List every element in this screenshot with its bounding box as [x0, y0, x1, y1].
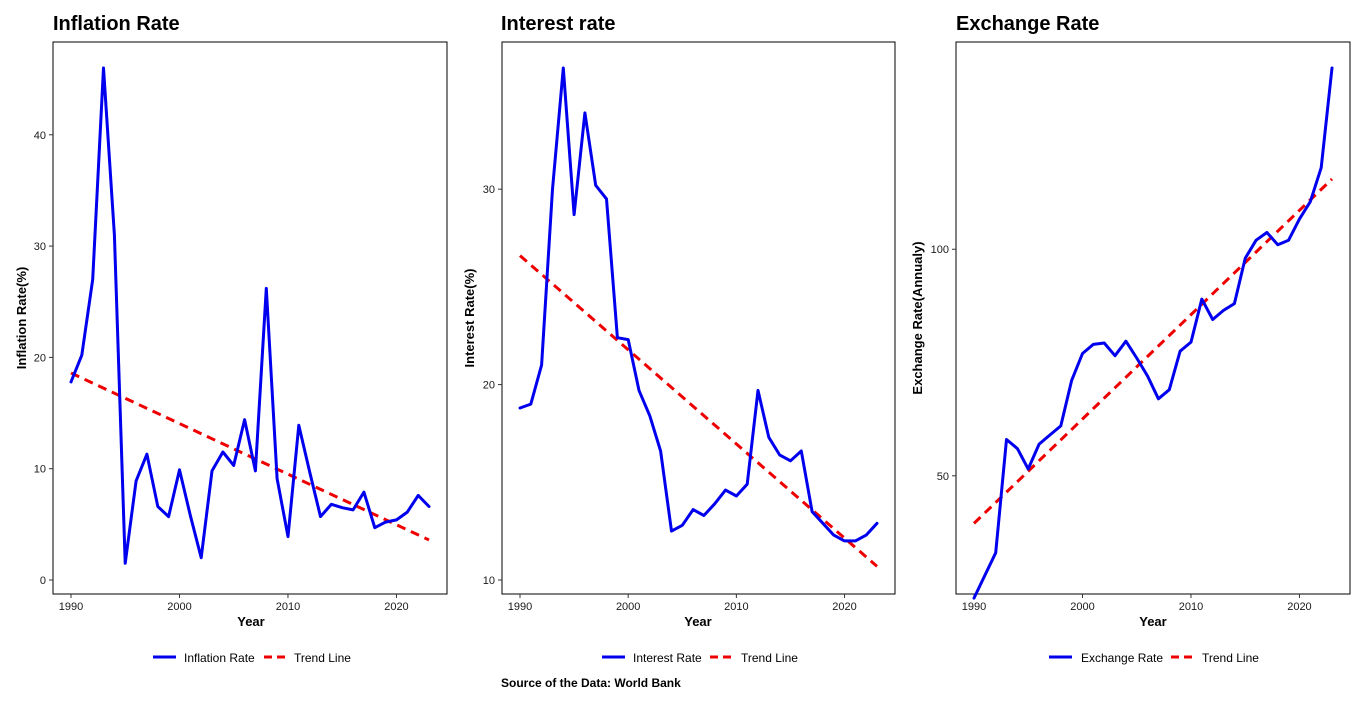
exchange-x-axis-label: Year	[1139, 614, 1166, 629]
inflation-chart-title: Inflation Rate	[53, 13, 180, 35]
interest-series-line	[518, 66, 879, 543]
exchange-x-tick-label: 1990	[962, 601, 986, 613]
interest-chart-title: Interest rate	[501, 13, 616, 35]
interest-x-axis-label: Year	[684, 614, 711, 629]
inflation-y-axis-label: Inflation Rate(%)	[14, 267, 29, 370]
interest-y-axis-label: Interest Rate(%)	[462, 269, 477, 368]
interest-x-tick-label: 2020	[832, 601, 856, 613]
inflation-x-tick-label: 1990	[59, 601, 83, 613]
interest-y-tick-label: 10	[483, 575, 495, 587]
exchange-y-axis-label: Exchange Rate(Annualy)	[910, 241, 925, 394]
exchange-plot-border	[955, 41, 1351, 595]
exchange-x-tick-label: 2000	[1070, 601, 1094, 613]
inflation-plot-border	[52, 41, 448, 595]
inflation-y-tick-label: 20	[34, 352, 46, 364]
interest-x-tick-label: 2010	[724, 601, 748, 613]
inflation-x-axis-label: Year	[237, 614, 264, 629]
exchange-trend-line	[972, 177, 1334, 525]
exchange-x-tick-label: 2010	[1179, 601, 1203, 613]
inflation-x-tick-label: 2000	[167, 601, 191, 613]
exchange-legend: Exchange Rate Trend Line	[1049, 651, 1259, 665]
data-source-note: Source of the Data: World Bank	[501, 676, 681, 690]
interest-x-tick-label: 2000	[616, 601, 640, 613]
legend-label-inflation-rate: Inflation Rate	[184, 651, 255, 665]
interest-legend: Interest Rate Trend Line	[602, 651, 798, 665]
inflation-y-tick-label: 40	[34, 130, 46, 142]
legend-label-trend-line: Trend Line	[1202, 651, 1259, 665]
interest-plot-border	[501, 41, 896, 595]
interest-trend-line	[519, 254, 878, 568]
interest-rate-panel: Interest rate Year Interest Rate(%) 1990…	[462, 13, 896, 629]
interest-y-tick-label: 20	[483, 380, 495, 392]
legend-label-trend-line: Trend Line	[741, 651, 798, 665]
exchange-rate-panel: Exchange Rate Year Exchange Rate(Annualy…	[910, 13, 1351, 629]
legend-label-trend-line: Trend Line	[294, 651, 351, 665]
inflation-series-line	[69, 66, 431, 565]
exchange-y-tick-label: 50	[937, 471, 949, 483]
inflation-y-tick-label: 0	[40, 575, 46, 587]
exchange-y-tick-label: 100	[931, 244, 949, 256]
inflation-y-tick-label: 30	[34, 241, 46, 253]
legend-label-exchange-rate: Exchange Rate	[1081, 651, 1163, 665]
inflation-rate-panel: Inflation Rate Year Inflation Rate(%) 19…	[14, 13, 448, 629]
inflation-legend: Inflation Rate Trend Line	[153, 651, 351, 665]
interest-y-tick-label: 30	[483, 184, 495, 196]
exchange-series-line	[972, 66, 1334, 600]
inflation-x-tick-label: 2020	[384, 601, 408, 613]
inflation-trend-line	[70, 371, 430, 542]
inflation-x-tick-label: 2010	[276, 601, 300, 613]
exchange-chart-title: Exchange Rate	[956, 13, 1099, 35]
legend-label-interest-rate: Interest Rate	[633, 651, 702, 665]
interest-x-tick-label: 1990	[508, 601, 532, 613]
inflation-y-tick-label: 10	[34, 464, 46, 476]
exchange-x-tick-label: 2020	[1287, 601, 1311, 613]
